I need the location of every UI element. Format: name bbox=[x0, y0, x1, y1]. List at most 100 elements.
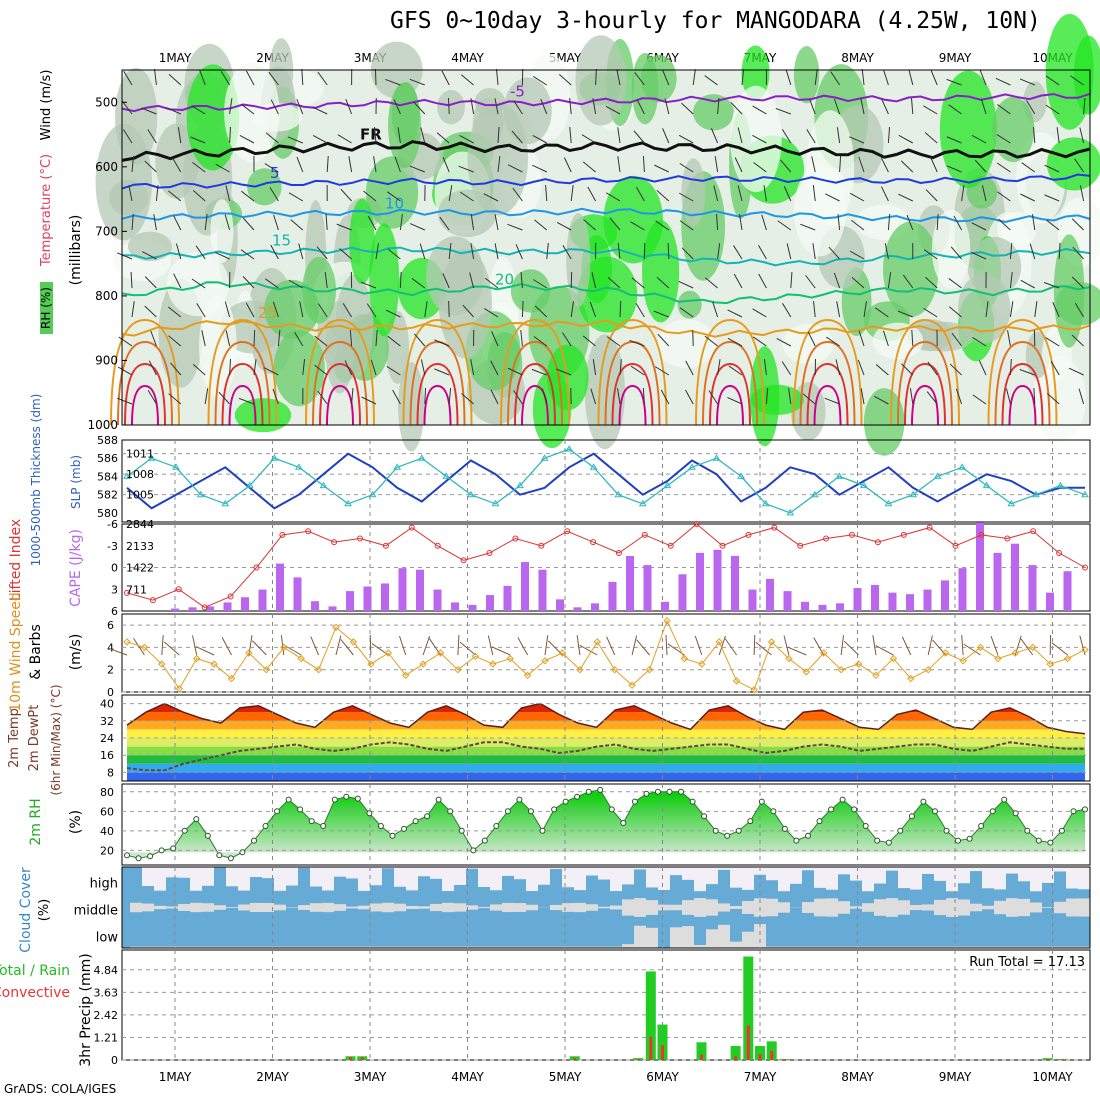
rh-area bbox=[472, 97, 504, 148]
isotherm-line bbox=[121, 173, 1091, 190]
lifted-index-point bbox=[797, 542, 804, 549]
date-label-top: 1MAY bbox=[159, 51, 192, 65]
wind-barb bbox=[442, 273, 450, 289]
rh-legend-label: RH (%) bbox=[39, 287, 53, 329]
thickness-point bbox=[540, 454, 549, 461]
wind-speed-point bbox=[732, 677, 741, 685]
cloud-cell bbox=[922, 946, 934, 948]
cloud-cell bbox=[814, 898, 826, 917]
wind-barb bbox=[144, 305, 157, 318]
cloud-cell bbox=[142, 903, 154, 912]
wind-barb bbox=[849, 136, 865, 144]
rh-point bbox=[793, 837, 800, 844]
rh-point bbox=[874, 837, 881, 844]
rh-area bbox=[793, 46, 820, 104]
cloud-cell bbox=[862, 867, 874, 892]
temp-tick: 16 bbox=[100, 749, 114, 762]
wind-speed-point bbox=[227, 674, 236, 683]
wind-barb bbox=[714, 156, 719, 173]
cloud-cell bbox=[490, 946, 502, 948]
wind-barb bbox=[534, 219, 548, 231]
wind-barb bbox=[656, 276, 670, 289]
cloud-cell bbox=[154, 946, 166, 948]
wind-barb bbox=[882, 330, 889, 347]
wind-barb bbox=[302, 359, 306, 376]
wind-barb bbox=[241, 103, 255, 115]
wind-barb bbox=[461, 393, 474, 405]
cloud-cell bbox=[706, 929, 718, 948]
wind-barb bbox=[813, 637, 825, 656]
thickness-point bbox=[1081, 490, 1089, 498]
cloud-cell bbox=[622, 867, 634, 885]
wind-barb bbox=[946, 136, 962, 144]
wind-barb bbox=[636, 99, 645, 115]
rh-point bbox=[932, 808, 938, 815]
wind-barb bbox=[387, 248, 401, 260]
wind-barb bbox=[515, 244, 523, 260]
wind-barb bbox=[592, 98, 597, 115]
wind-barb bbox=[1050, 360, 1060, 376]
wind-barb bbox=[161, 635, 164, 656]
wind-speed-point bbox=[941, 649, 950, 657]
cloud-cell bbox=[862, 903, 874, 912]
precip-tick: 1.21 bbox=[94, 1031, 119, 1044]
rh-area bbox=[730, 85, 782, 193]
rh-point bbox=[654, 788, 661, 795]
temperature-contour bbox=[695, 318, 765, 426]
cloud-cell bbox=[1078, 898, 1090, 917]
wind-barb bbox=[460, 74, 474, 86]
wind-barb bbox=[880, 157, 889, 173]
wind-barb bbox=[131, 301, 135, 318]
cape-bar bbox=[503, 585, 512, 611]
lifted-index-point bbox=[745, 531, 752, 538]
wind-barb bbox=[849, 192, 865, 202]
cloud-cell bbox=[178, 946, 190, 948]
cape-tick: 2133 bbox=[126, 540, 154, 553]
wind-barb bbox=[268, 71, 279, 86]
wind-barb bbox=[123, 129, 133, 144]
wind-barb bbox=[214, 251, 230, 260]
cape-bar bbox=[783, 591, 792, 611]
thickness-point bbox=[393, 463, 402, 470]
wind-barb bbox=[662, 70, 670, 86]
chart-title: GFS 0~10day 3-hourly for MANGODARA (4.25… bbox=[390, 8, 1041, 34]
wind-barb bbox=[936, 213, 939, 231]
wind-barb bbox=[981, 185, 987, 202]
temp-band bbox=[122, 695, 1090, 704]
wind-barb bbox=[629, 339, 645, 347]
wind-barb bbox=[685, 389, 694, 405]
cape-bar bbox=[468, 604, 477, 611]
lifted-index-point bbox=[253, 564, 260, 571]
isotherm-line bbox=[121, 92, 1091, 113]
thickness-line bbox=[126, 448, 1086, 514]
cloud-cell bbox=[982, 905, 994, 910]
wind-barb bbox=[155, 185, 159, 202]
cape-bar bbox=[311, 601, 319, 611]
wind-barb bbox=[777, 220, 792, 231]
rain-legend-label: Total / Rain bbox=[0, 963, 70, 979]
precip-convective-bar bbox=[700, 1054, 703, 1060]
precip-convective-bar bbox=[734, 1056, 738, 1060]
wind-barb bbox=[727, 396, 743, 405]
wind-barb bbox=[694, 635, 703, 656]
rh2m-frame bbox=[121, 783, 1091, 866]
cloud-cell bbox=[274, 867, 286, 891]
rh-point bbox=[251, 837, 257, 844]
cloud-cell bbox=[934, 899, 946, 916]
wind-barb bbox=[558, 73, 572, 86]
rh-point bbox=[643, 790, 650, 797]
wind-barb bbox=[925, 189, 938, 202]
cloud-cell bbox=[790, 946, 802, 948]
wind-barb bbox=[242, 217, 255, 231]
precip-tick: 2.42 bbox=[94, 1009, 119, 1022]
cape-bar bbox=[766, 578, 774, 611]
rh-point bbox=[562, 798, 569, 805]
wind-barb bbox=[318, 303, 328, 318]
cloud-cell bbox=[826, 898, 838, 917]
cloud-cell bbox=[646, 927, 658, 948]
cloud-cell bbox=[1018, 867, 1030, 882]
cloud-cell bbox=[670, 904, 682, 911]
thickness-tick: 584 bbox=[97, 470, 118, 483]
temperature-contour bbox=[806, 362, 849, 426]
wind-barb bbox=[1046, 219, 1060, 231]
